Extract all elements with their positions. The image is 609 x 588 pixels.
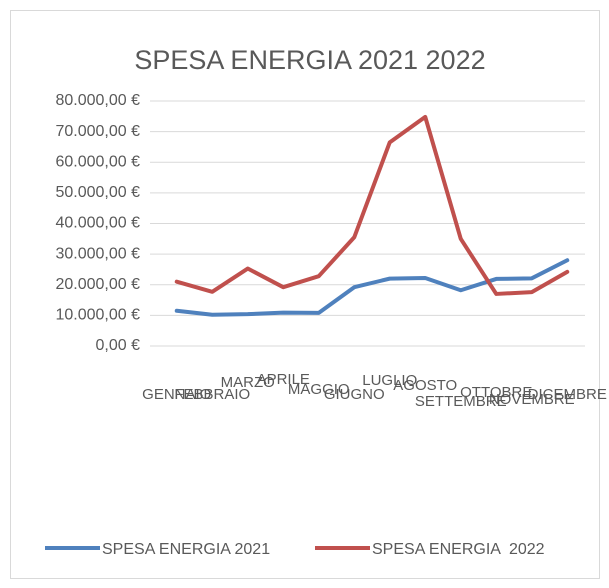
x-tick-label: APRILE (257, 371, 310, 388)
y-tick-label: 70.000,00 € (55, 123, 140, 140)
y-tick-label: 40.000,00 € (55, 215, 140, 232)
y-tick-label: 50.000,00 € (55, 184, 140, 201)
x-tick-label: SETTEMBRE (415, 393, 507, 410)
y-tick-label: 80.000,00 € (55, 92, 140, 109)
y-tick-label: 0,00 € (96, 337, 141, 354)
x-tick-label: DICEMBRE (528, 386, 607, 403)
x-tick-label: LUGLIO (362, 372, 417, 389)
series-line (174, 258, 570, 317)
legend-label: SPESA ENERGIA 2022 (372, 541, 545, 558)
y-tick-label: 30.000,00 € (55, 245, 140, 262)
x-tick-label: NOVEMBRE (489, 391, 575, 408)
x-tick-label: GENNAIO (142, 386, 211, 403)
series-line (174, 114, 570, 296)
x-tick-label: MAGGIO (288, 381, 350, 398)
x-tick-label: GIUGNO (324, 386, 385, 403)
legend-label: SPESA ENERGIA 2021 (102, 541, 270, 558)
x-tick-label: OTTOBRE (460, 384, 532, 401)
y-tick-label: 10.000,00 € (55, 307, 140, 324)
y-tick-label: 60.000,00 € (55, 153, 140, 170)
x-tick-label: MARZO (221, 374, 275, 391)
x-tick-label: FEBBRAIO (174, 386, 250, 403)
x-tick-label: AGOSTO (393, 377, 457, 394)
chart-title: SPESA ENERGIA 2021 2022 (134, 45, 485, 75)
y-tick-label: 20.000,00 € (55, 276, 140, 293)
